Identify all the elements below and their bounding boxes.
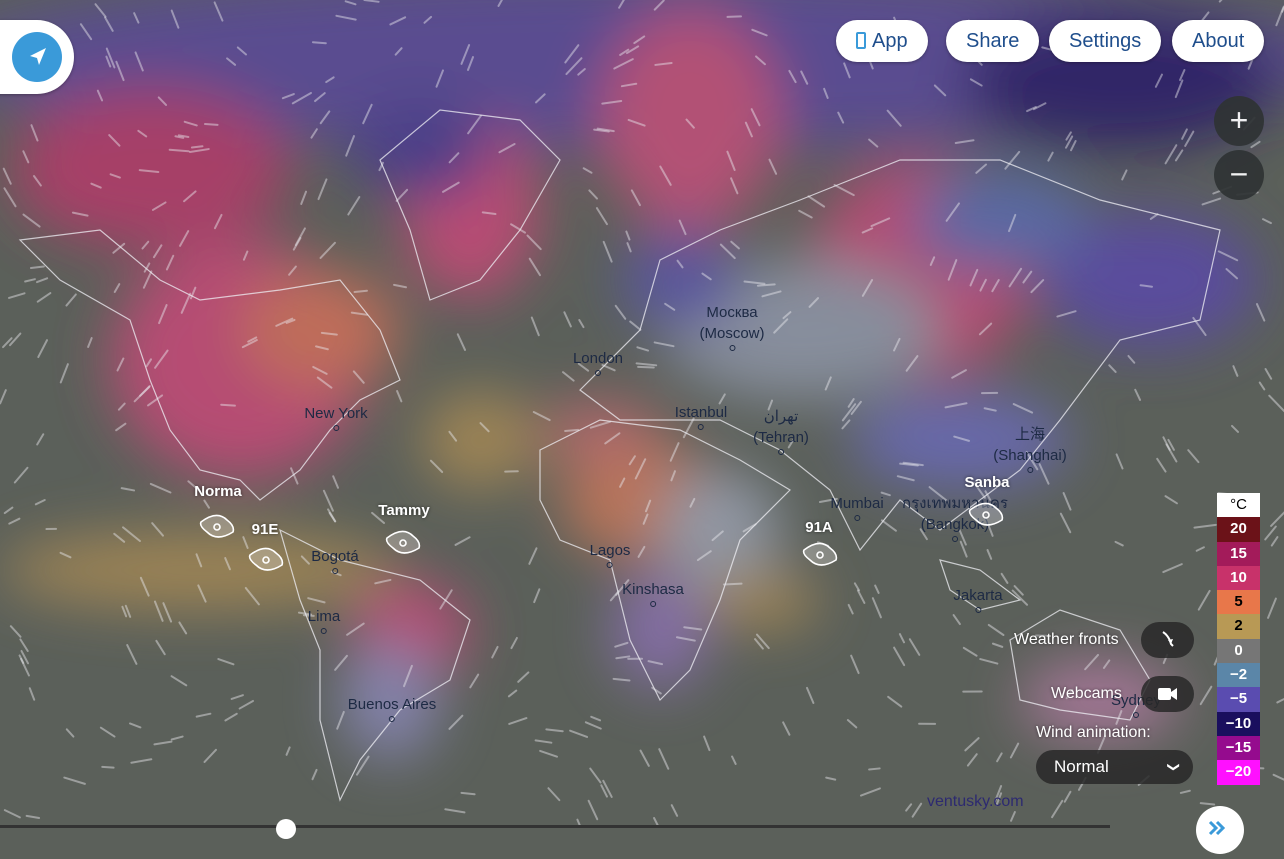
city-dot [778, 449, 784, 455]
city-name-latin: (Tehran) [753, 429, 809, 446]
city-dot [729, 345, 735, 351]
city-name-latin: (Shanghai) [993, 447, 1066, 464]
storm-label-91e[interactable]: 91E [252, 521, 279, 538]
city-name: Mumbai [830, 495, 883, 512]
storm-label-sanba[interactable]: Sanba [964, 474, 1009, 491]
city-dot [595, 370, 601, 376]
cyclone-icon[interactable] [246, 545, 286, 573]
city-name-latin: (Moscow) [699, 325, 764, 342]
city-name: Jakarta [953, 587, 1002, 604]
zoom-in-button[interactable]: + [1214, 96, 1264, 146]
city-label-new-york[interactable]: New York [304, 403, 367, 431]
city-name: تهران [764, 408, 799, 425]
city-name: Bogotá [311, 548, 359, 565]
cyclone-icon[interactable] [800, 540, 840, 568]
city-dot [1027, 467, 1033, 473]
wind-animation-value: Normal [1054, 750, 1109, 784]
city-dot [389, 716, 395, 722]
city-label-tehran[interactable]: تهران (Tehran) [753, 406, 809, 455]
city-name: Istanbul [675, 404, 728, 421]
cyclone-icon[interactable] [383, 528, 423, 556]
city-dot [607, 562, 613, 568]
city-label-shanghai[interactable]: 上海 (Shanghai) [993, 424, 1066, 473]
locate-button[interactable] [12, 32, 62, 82]
app-label: App [872, 30, 908, 52]
cyclone-icon[interactable] [966, 500, 1006, 528]
chevron-down-icon: ❯ [1157, 762, 1191, 772]
city-name: Kinshasa [622, 581, 684, 598]
attribution-link[interactable]: ventusky.com [927, 793, 1024, 811]
city-label-istanbul[interactable]: Istanbul [675, 402, 728, 430]
legend-step: −20 [1217, 760, 1260, 784]
wind-animation-select[interactable]: Normal ❯ [1036, 750, 1193, 784]
webcams-toggle[interactable] [1141, 676, 1194, 712]
city-label-bogota[interactable]: Bogotá [311, 546, 359, 574]
city-dot [975, 607, 981, 613]
city-label-moscow[interactable]: Москва (Moscow) [699, 302, 764, 351]
storm-label-91a[interactable]: 91A [805, 519, 833, 536]
legend-step: 0 [1217, 639, 1260, 663]
legend-step: 15 [1217, 542, 1260, 566]
city-dot [332, 568, 338, 574]
legend-step: −2 [1217, 663, 1260, 687]
city-label-lagos[interactable]: Lagos [590, 540, 631, 568]
temperature-map[interactable] [0, 0, 1284, 828]
timeline-handle[interactable] [276, 819, 296, 839]
phone-icon [856, 32, 866, 49]
city-name: New York [304, 405, 367, 422]
share-button[interactable]: Share [946, 20, 1039, 62]
settings-button[interactable]: Settings [1049, 20, 1161, 62]
webcams-label: Webcams [1051, 685, 1122, 703]
city-dot [321, 628, 327, 634]
video-camera-icon [1141, 676, 1194, 712]
city-dot [333, 425, 339, 431]
legend-step: −15 [1217, 736, 1260, 760]
city-label-london[interactable]: London [573, 348, 623, 376]
weather-fronts-label: Weather fronts [1014, 631, 1119, 649]
city-dot [854, 515, 860, 521]
city-name: Lima [308, 608, 341, 625]
legend-step: −10 [1217, 712, 1260, 736]
navigation-arrow-icon [12, 32, 62, 82]
city-name: 上海 [1015, 426, 1045, 443]
legend-step: −5 [1217, 687, 1260, 711]
play-button[interactable] [1196, 806, 1244, 854]
city-name: Buenos Aires [348, 696, 436, 713]
city-dot [650, 601, 656, 607]
about-button[interactable]: About [1172, 20, 1264, 62]
legend-step: 20 [1217, 517, 1260, 541]
city-name: London [573, 350, 623, 367]
city-dot [698, 424, 704, 430]
city-label-kinshasa[interactable]: Kinshasa [622, 579, 684, 607]
app-button[interactable]: App [836, 20, 928, 62]
legend-step: 2 [1217, 614, 1260, 638]
storm-label-tammy[interactable]: Tammy [378, 502, 429, 519]
city-label-mumbai[interactable]: Mumbai [830, 493, 883, 521]
city-dot [952, 536, 958, 542]
city-name: Lagos [590, 542, 631, 559]
legend-unit: °C [1217, 493, 1260, 517]
cyclone-icon[interactable] [197, 512, 237, 540]
city-dot [1133, 712, 1139, 718]
city-label-lima[interactable]: Lima [308, 606, 341, 634]
city-name: Москва [706, 304, 757, 321]
legend-step: 5 [1217, 590, 1260, 614]
play-icon [1196, 806, 1244, 854]
wind-animation-label: Wind animation: [1036, 724, 1151, 742]
city-label-jakarta[interactable]: Jakarta [953, 585, 1002, 613]
city-label-buenos-aires[interactable]: Buenos Aires [348, 694, 436, 722]
weather-front-icon [1141, 622, 1194, 658]
weather-fronts-toggle[interactable] [1141, 622, 1194, 658]
legend-step: 10 [1217, 566, 1260, 590]
storm-label-norma[interactable]: Norma [194, 483, 242, 500]
zoom-out-button[interactable]: − [1214, 150, 1264, 200]
